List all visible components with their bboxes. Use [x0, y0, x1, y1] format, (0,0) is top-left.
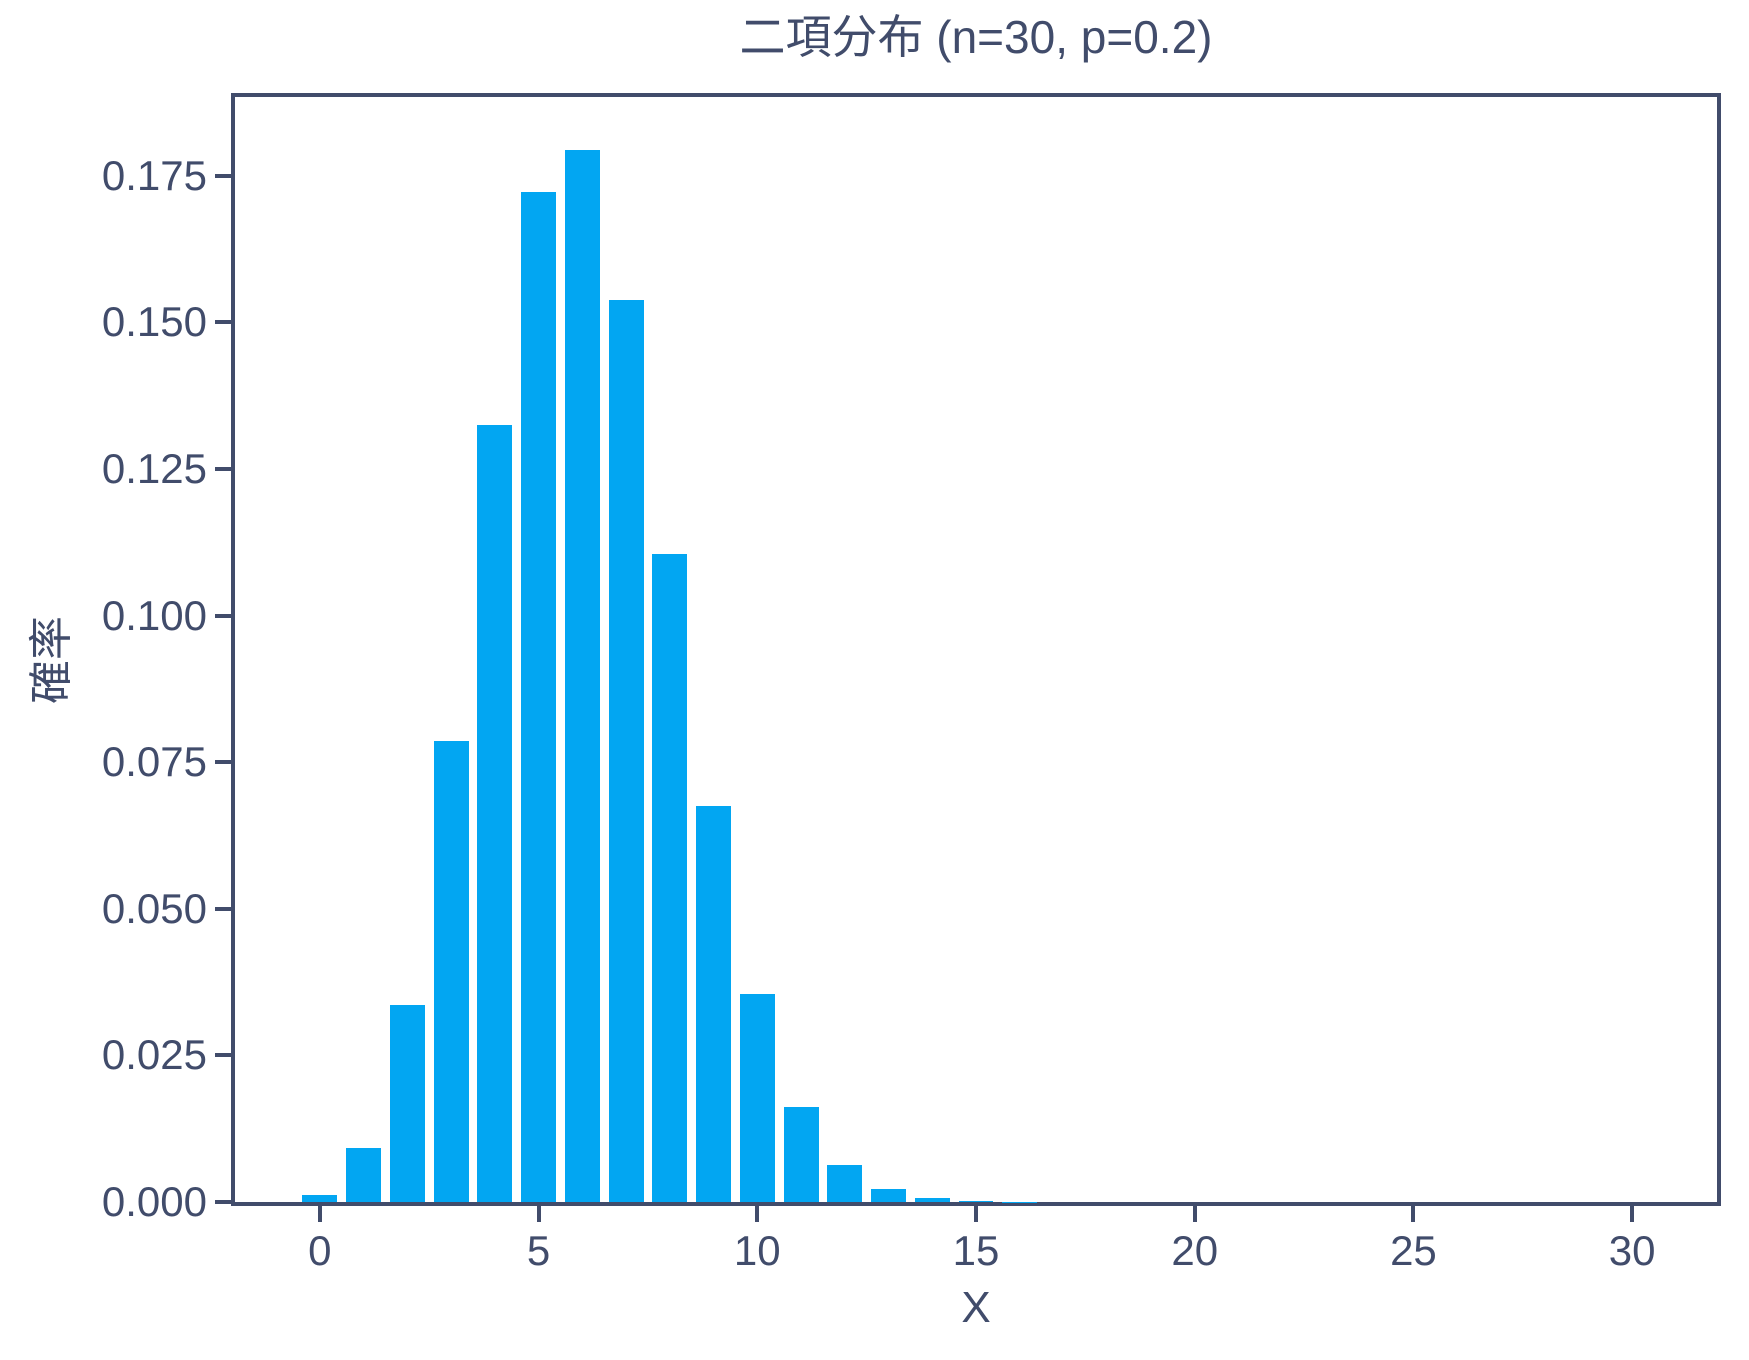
- y-tick-mark-0.125: [215, 466, 231, 471]
- x-tick-label-15: 15: [952, 1227, 1000, 1274]
- x-tick-mark-15: [974, 1206, 978, 1222]
- bar-x14: [914, 1198, 950, 1202]
- x-tick-label-30: 30: [1608, 1227, 1656, 1274]
- x-tick-mark-30: [1630, 1206, 1635, 1222]
- bar-x13: [871, 1189, 906, 1202]
- bar-x0: [302, 1194, 338, 1202]
- plot-area: [231, 93, 1721, 1206]
- x-tick-label-5: 5: [526, 1227, 551, 1274]
- x-tick-mark-20: [1192, 1206, 1197, 1222]
- y-tick-mark-0.100: [215, 613, 231, 618]
- x-tick-label-0: 0: [308, 1227, 332, 1274]
- bar-x15: [958, 1200, 994, 1202]
- x-tick-mark-10: [755, 1206, 760, 1222]
- bar-x11: [783, 1107, 819, 1202]
- x-tick-mark-0: [317, 1206, 322, 1222]
- y-tick-mark-0.025: [215, 1053, 231, 1058]
- x-tick-mark-5: [536, 1206, 541, 1222]
- y-tick-label-0.000: 0.000: [101, 1178, 207, 1225]
- y-tick-label-0.050: 0.050: [101, 884, 207, 932]
- chart-title: 二項分布 (n=30, p=0.2): [739, 11, 1213, 63]
- bar-x4: [477, 424, 513, 1202]
- y-tick-label-0.075: 0.075: [101, 738, 207, 786]
- bar-x7: [608, 299, 644, 1202]
- y-tick-mark-0.150: [215, 320, 231, 325]
- bar-x1: [346, 1147, 382, 1202]
- x-tick-label-25: 25: [1390, 1227, 1437, 1274]
- y-tick-mark-0.000: [215, 1200, 231, 1204]
- bar-x10: [739, 994, 775, 1202]
- x-axis-label: X: [961, 1283, 991, 1332]
- x-tick-label-20: 20: [1171, 1227, 1219, 1274]
- x-tick-mark-25: [1411, 1206, 1416, 1222]
- bar-x8: [652, 553, 688, 1202]
- y-tick-mark-0.050: [215, 906, 231, 911]
- y-axis-label: 確率: [27, 616, 76, 704]
- y-tick-mark-0.175: [215, 173, 231, 178]
- y-tick-label-0.150: 0.150: [101, 298, 207, 346]
- y-tick-label-0.100: 0.100: [101, 591, 207, 639]
- x-tick-label-10: 10: [733, 1227, 781, 1274]
- bar-x6: [564, 149, 600, 1202]
- bar-x2: [389, 1004, 425, 1202]
- y-tick-label-0.025: 0.025: [101, 1031, 207, 1079]
- bar-x12: [827, 1164, 863, 1202]
- y-tick-mark-0.075: [215, 760, 231, 765]
- bar-x9: [696, 805, 732, 1202]
- y-tick-label-0.125: 0.125: [101, 444, 207, 492]
- bar-x5: [521, 191, 557, 1202]
- y-tick-label-0.175: 0.175: [101, 151, 207, 199]
- bar-x3: [433, 741, 469, 1202]
